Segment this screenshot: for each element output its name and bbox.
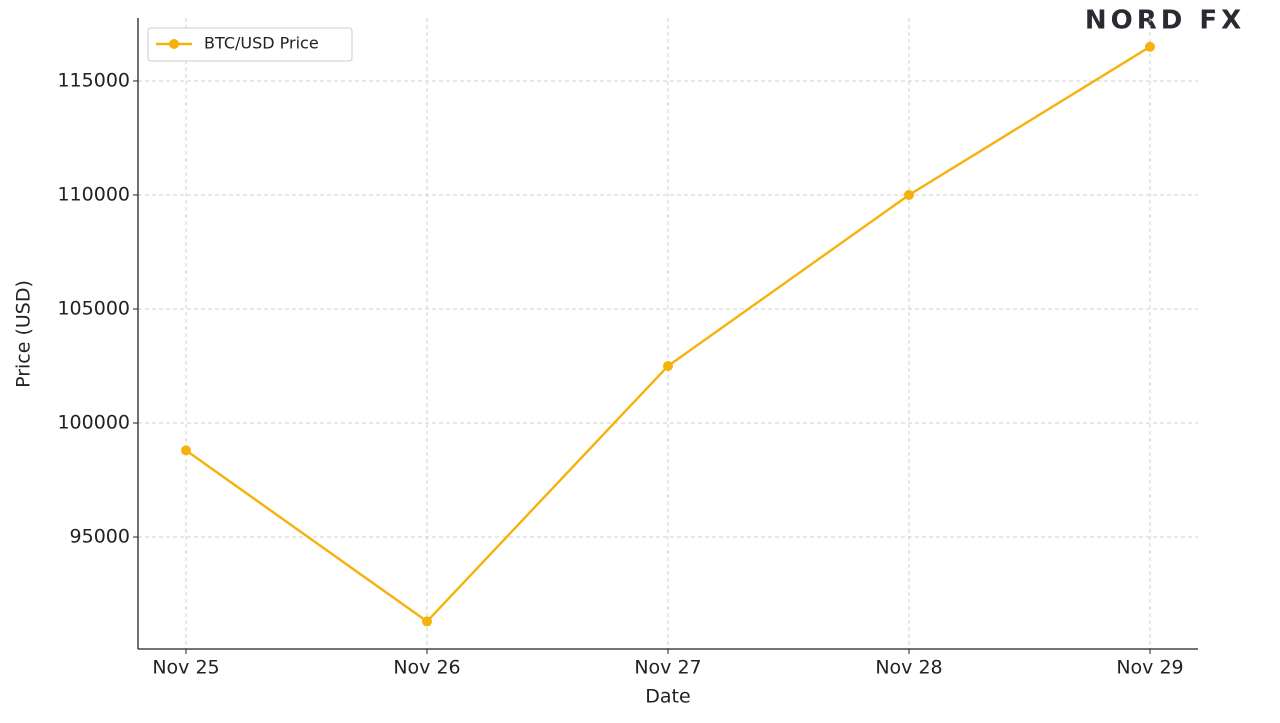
x-tick-label: Nov 28 — [875, 657, 942, 679]
y-axis-label: Price (USD) — [13, 280, 35, 388]
legend-box — [147, 27, 353, 62]
data-point — [1145, 41, 1155, 52]
data-point — [904, 189, 914, 200]
data-point — [422, 616, 432, 627]
y-tick-label: 105000 — [57, 297, 130, 319]
x-tick-label: Nov 26 — [393, 657, 460, 679]
x-tick-label: Nov 27 — [634, 657, 701, 679]
x-tick-label: Nov 29 — [1116, 657, 1183, 679]
legend-label: BTC/USD Price — [204, 34, 319, 53]
y-tick-label: 95000 — [70, 526, 130, 548]
y-tick-label: 110000 — [57, 183, 130, 205]
data-point — [181, 445, 191, 456]
y-tick-label: 115000 — [57, 69, 130, 91]
legend-marker — [169, 39, 179, 49]
logo: NORD FX — [1085, 6, 1245, 36]
legend: BTC/USD Price — [147, 27, 353, 62]
y-tick-label: 100000 — [57, 412, 130, 434]
x-axis-label: Date — [645, 686, 690, 708]
x-tick-label: Nov 25 — [152, 657, 219, 679]
data-point — [663, 360, 673, 371]
